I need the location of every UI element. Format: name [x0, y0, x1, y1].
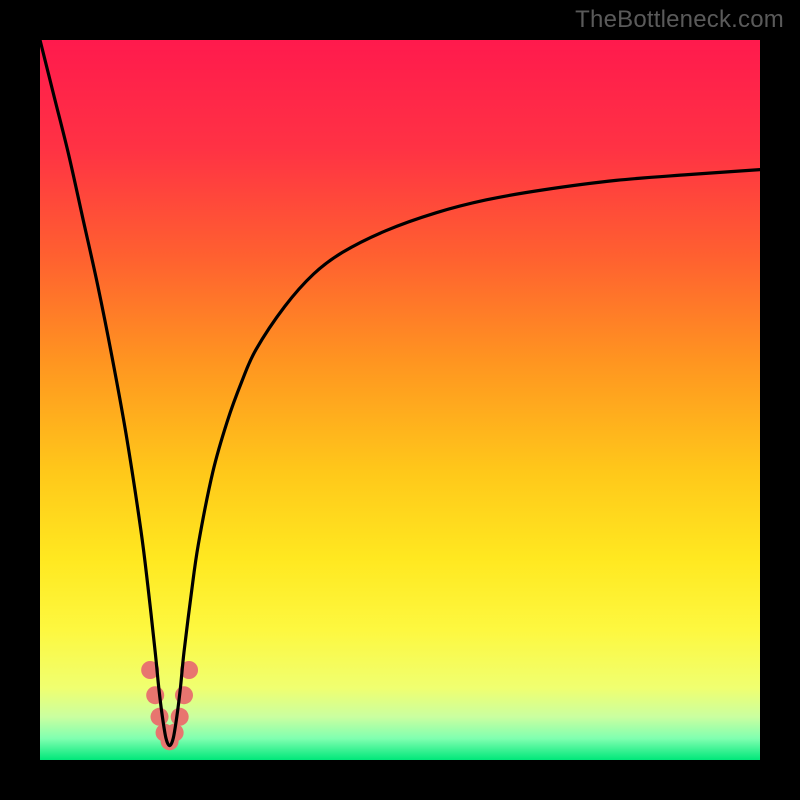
bottom-dot — [151, 708, 169, 726]
bottleneck-curve — [40, 40, 760, 760]
watermark-text: TheBottleneck.com — [575, 6, 784, 34]
chart-frame: TheBottleneck.com — [0, 0, 800, 800]
bottom-dot — [171, 708, 189, 726]
plot-area — [40, 40, 760, 760]
curve-path — [40, 40, 760, 746]
bottom-dots-group — [141, 661, 198, 750]
